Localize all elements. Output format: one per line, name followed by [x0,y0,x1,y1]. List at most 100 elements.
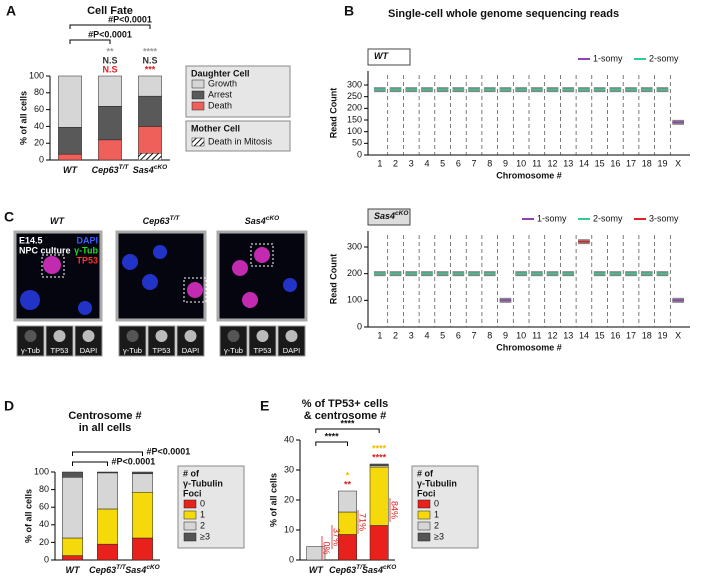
x-tick-label: X [675,330,681,340]
x-tick-label: 2 [393,330,398,340]
sample-box [367,48,411,66]
inset-label: TP53 [153,346,171,355]
y-tick-label: 0 [44,554,49,564]
bracket-label: **** [340,418,355,428]
inset-label: TP53 [51,346,69,355]
bar-segment [132,473,153,493]
x-tick-label: 4 [424,330,429,340]
category-name: Sas4 [362,565,383,575]
bar-segment [132,491,153,539]
bar-segment [98,139,122,161]
bar-segment [97,543,118,561]
panel-label: E [260,398,269,414]
bar-segment [58,153,82,161]
x-tick-label: 18 [642,330,652,340]
x-tick-label: 13 [563,330,573,340]
y-tick-label: 40 [34,121,44,131]
y-tick-label: 50 [352,138,362,148]
inset-label: DAPI [182,346,200,355]
bar-segment [98,75,122,107]
x-tick-label: 16 [610,330,620,340]
legend-swatch [183,532,197,542]
panel-label: C [4,209,14,225]
x-tick-label: 8 [487,330,492,340]
x-tick-label: 5 [440,158,445,168]
y-tick-label: 100 [347,126,362,136]
bracket-label: #P<0.0001 [112,456,156,466]
legend-swatch [183,510,197,520]
y-tick-label: 60 [34,104,44,114]
y-tick-label: 60 [39,502,49,512]
bar-segment [132,537,153,561]
chart-title: % of TP53+ cells [302,398,389,410]
legend-label: 0 [434,498,439,508]
significance-label: *** [145,64,156,74]
bar-segment [138,75,162,97]
sample-label: Sas4cKO [374,210,408,221]
sample-name: WT [374,51,389,61]
legend-title: Foci [183,488,202,498]
inset-label: DAPI [283,346,301,355]
chart-title: in all cells [79,422,132,434]
y-tick-label: 150 [347,114,362,124]
x-tick-label: Sas4cKO [133,164,167,175]
x-tick-label: 17 [626,330,636,340]
inset-signal [184,330,197,342]
x-tick-label: Cep63T/T [89,564,127,575]
x-tick-label: 1 [377,330,382,340]
percent-label: 37% [332,528,342,546]
x-tick-label: 15 [595,330,605,340]
bar-segment [369,525,389,561]
y-tick-label: 100 [29,70,44,80]
image-title: Cep63T/T [143,215,181,226]
y-axis-label: Read Count [328,254,338,305]
bar-segment [138,95,162,127]
x-tick-label: 7 [472,158,477,168]
category-name: Cep63 [89,565,116,575]
bar-segment [58,126,82,155]
x-tick-label: 3 [409,330,414,340]
legend-label: 0 [200,498,205,508]
y-tick-label: 10 [284,524,294,534]
sample-box [367,208,411,226]
inset-signal [53,330,66,342]
inset-label: TP53 [254,346,272,355]
legend-swatch [417,499,431,509]
x-tick-label: 19 [657,330,667,340]
x-tick-label: 12 [548,330,558,340]
x-tick-label: Cep63T/T [329,564,367,575]
legend-title: Daughter Cell [191,68,250,78]
legend-label: ≥3 [434,531,444,541]
legend-title: γ-Tubulin [417,478,457,488]
panel-label: A [6,3,16,19]
x-tick-label: 10 [516,330,526,340]
legend-swatch [191,101,205,111]
x-tick-label: 19 [657,158,667,168]
y-tick-label: 300 [347,79,362,89]
x-tick-label: 14 [579,330,589,340]
legend-swatch [417,521,431,531]
x-tick-label: 15 [595,158,605,168]
x-tick-label: 11 [532,330,541,340]
y-tick-label: 0 [357,321,362,331]
nucleus [153,245,167,259]
category-superscript: cKO [146,564,159,571]
x-tick-label: Sas4cKO [125,564,159,575]
bracket [72,451,143,456]
y-tick-label: 250 [347,91,362,101]
channel-label: γ-Tub [74,245,98,255]
bar-segment [62,477,83,539]
image-title-sup: cKO [266,215,279,222]
bar-segment [62,471,83,478]
significance-label: * [346,470,350,480]
y-axis-label: % of all cells [18,91,28,145]
x-tick-label: 1 [377,158,382,168]
y-tick-label: 40 [39,519,49,529]
legend-swatch [417,532,431,542]
legend-label: ≥3 [200,531,210,541]
significance-label: ** [344,479,352,489]
nucleus [20,290,40,310]
legend-swatch [191,79,205,89]
bracket-label: #P<0.0001 [108,14,152,24]
